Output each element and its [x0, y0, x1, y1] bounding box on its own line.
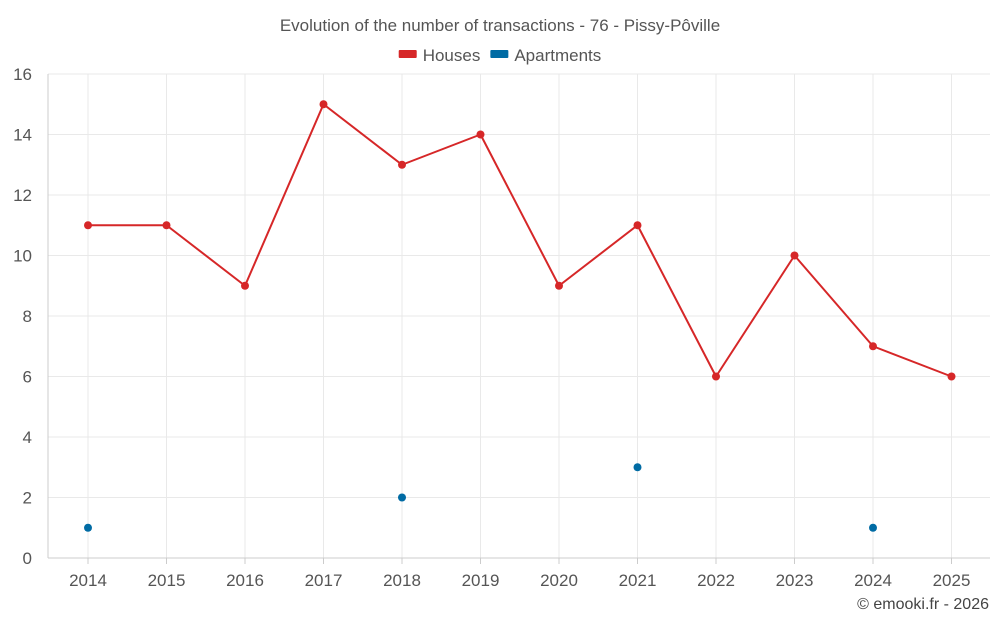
- y-tick-label: 4: [23, 428, 32, 447]
- legend-swatch-apartments: [490, 50, 509, 58]
- y-tick-label: 10: [13, 247, 32, 266]
- x-tick-label: 2024: [854, 571, 892, 590]
- legend-label-apartments: Apartments: [514, 46, 601, 65]
- series-houses: [84, 100, 956, 381]
- x-tick-label: 2023: [776, 571, 814, 590]
- series-apartments: [84, 463, 877, 532]
- data-point-apartments[interactable]: [869, 523, 877, 532]
- y-tick-label: 14: [13, 126, 32, 145]
- series: [84, 100, 956, 532]
- x-tick-label: 2018: [383, 571, 421, 590]
- data-point-houses[interactable]: [633, 221, 642, 230]
- y-tick-label: 16: [13, 65, 32, 84]
- y-tick-label: 6: [23, 368, 32, 387]
- data-point-houses[interactable]: [241, 281, 249, 290]
- data-point-apartments[interactable]: [398, 493, 406, 502]
- series-line-houses: [88, 103, 952, 378]
- axes: [47, 74, 990, 564]
- credit-text: © emooki.fr - 2026: [857, 596, 989, 613]
- x-tick-label: 2021: [619, 571, 657, 590]
- y-tick-label: 12: [13, 186, 32, 205]
- x-tick-label: 2017: [305, 571, 343, 590]
- y-tick-label: 2: [23, 489, 32, 508]
- data-point-houses[interactable]: [947, 372, 956, 381]
- data-point-houses[interactable]: [319, 100, 328, 109]
- legend-item-houses[interactable]: Houses: [398, 46, 481, 65]
- x-tick-label: 2016: [226, 571, 264, 590]
- data-point-houses[interactable]: [790, 251, 799, 260]
- x-tick-label: 2014: [69, 571, 107, 590]
- data-point-houses[interactable]: [162, 221, 171, 230]
- x-tick-label: 2015: [148, 571, 186, 590]
- x-axis-ticks: 2014 2015 2016 2017 2018 2019 2020 2021 2022 2023…: [69, 571, 970, 590]
- data-point-apartments[interactable]: [633, 463, 642, 472]
- y-tick-label: 0: [23, 549, 32, 568]
- data-point-apartments[interactable]: [84, 523, 92, 532]
- data-point-houses[interactable]: [84, 221, 92, 230]
- gridlines: [48, 73, 990, 558]
- y-axis-ticks: 0 2 4 6 8 10 12 14 16: [13, 65, 32, 568]
- y-tick-label: 8: [23, 307, 32, 326]
- data-point-houses[interactable]: [712, 372, 720, 381]
- data-point-houses[interactable]: [476, 130, 485, 139]
- data-point-houses[interactable]: [555, 281, 563, 290]
- data-point-houses[interactable]: [398, 160, 406, 169]
- x-tick-label: 2025: [933, 571, 971, 590]
- x-tick-label: 2020: [540, 571, 578, 590]
- x-tick-label: 2022: [697, 571, 735, 590]
- data-point-houses[interactable]: [869, 342, 877, 351]
- legend-swatch-houses: [398, 50, 417, 58]
- x-tick-label: 2019: [462, 571, 500, 590]
- chart-title: Evolution of the number of transactions …: [280, 16, 720, 35]
- legend: Houses Apartments: [398, 46, 601, 65]
- legend-item-apartments[interactable]: Apartments: [490, 46, 601, 65]
- legend-label-houses: Houses: [423, 46, 481, 65]
